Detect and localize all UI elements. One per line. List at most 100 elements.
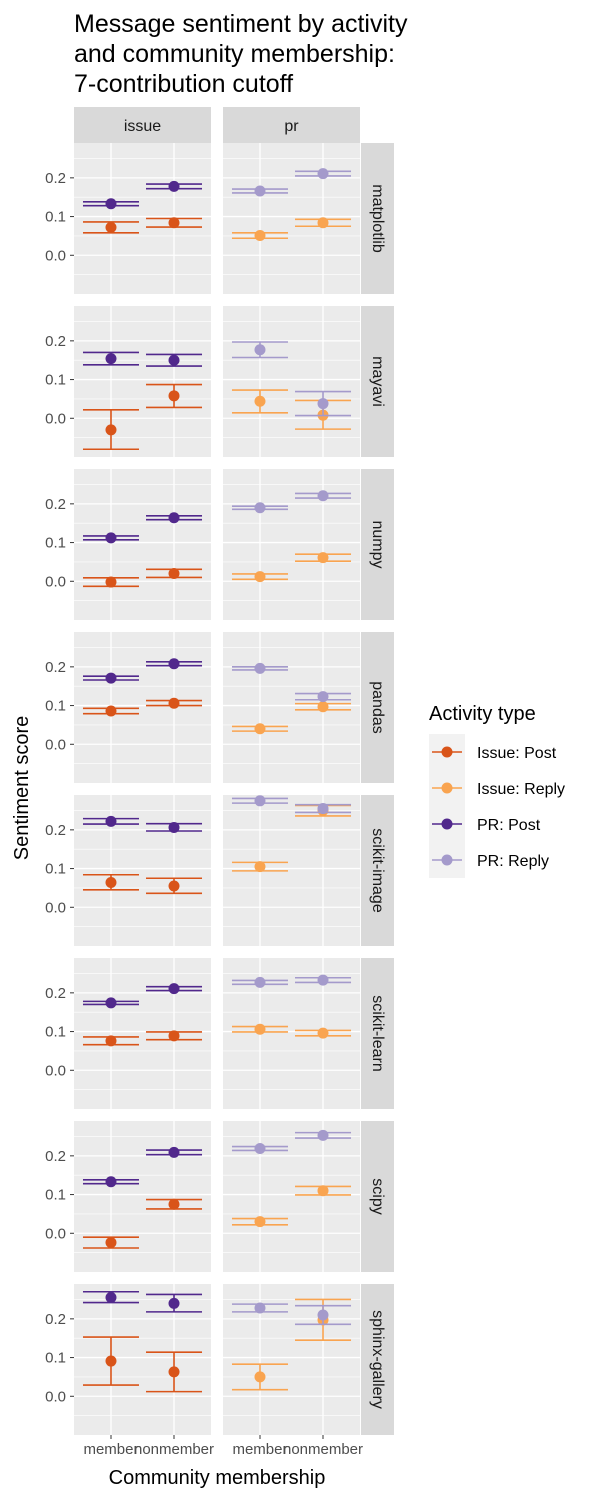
y-axis-title: Sentiment score bbox=[11, 716, 33, 861]
data-point-sphinx-gallery-nonmember bbox=[168, 1366, 180, 1378]
data-point-numpy-nonmember bbox=[317, 552, 329, 564]
row-strip-scikit-image bbox=[361, 795, 394, 946]
data-point-mayavi-member bbox=[254, 395, 266, 407]
column-strip-label-issue: issue bbox=[124, 118, 161, 135]
y-tick-label: 0.0 bbox=[45, 1225, 66, 1242]
data-point-scipy-member bbox=[105, 1176, 117, 1188]
chart-title-line-2: and community membership: bbox=[74, 40, 395, 68]
y-tick-label: 0.2 bbox=[45, 333, 66, 350]
row-strip-numpy bbox=[361, 469, 394, 620]
data-point-sphinx-gallery-member bbox=[105, 1292, 117, 1304]
data-point-sphinx-gallery-nonmember bbox=[317, 1309, 329, 1321]
column-strip-pr bbox=[223, 107, 360, 143]
data-point-mayavi-member bbox=[105, 424, 117, 436]
data-point-mayavi-nonmember bbox=[168, 354, 180, 366]
legend-label: PR: Post bbox=[477, 817, 541, 834]
data-point-mayavi-nonmember bbox=[317, 398, 329, 410]
data-point-scipy-nonmember bbox=[168, 1198, 180, 1210]
y-tick-label: 0.0 bbox=[45, 573, 66, 590]
y-tick-label: 0.2 bbox=[45, 985, 66, 1002]
data-point-pandas-nonmember bbox=[168, 697, 180, 709]
chart-title-line-3: 7-contribution cutoff bbox=[74, 70, 293, 98]
row-strip-matplotlib bbox=[361, 143, 394, 294]
y-tick-label: 0.0 bbox=[45, 736, 66, 753]
data-point-sphinx-gallery-member bbox=[105, 1355, 117, 1367]
y-tick-label: 0.1 bbox=[45, 1350, 66, 1367]
data-point-matplotlib-nonmember bbox=[168, 180, 180, 192]
y-tick-label: 0.0 bbox=[45, 899, 66, 916]
legend-key-point bbox=[441, 854, 453, 866]
y-tick-label: 0.1 bbox=[45, 698, 66, 715]
panel-bg-numpy-pr bbox=[223, 469, 360, 620]
panel-bg-numpy-issue bbox=[74, 469, 211, 620]
data-point-pandas-member bbox=[254, 723, 266, 735]
y-tick-label: 0.0 bbox=[45, 410, 66, 427]
legend-key-background bbox=[429, 734, 465, 878]
data-point-scipy-member bbox=[254, 1216, 266, 1228]
data-point-matplotlib-member bbox=[105, 221, 117, 233]
data-point-numpy-nonmember bbox=[168, 512, 180, 524]
row-strip-label-numpy: numpy bbox=[369, 520, 386, 568]
y-tick-label: 0.2 bbox=[45, 1311, 66, 1328]
data-point-scikit-image-nonmember bbox=[317, 803, 329, 815]
x-tick-label: nonmember bbox=[283, 1441, 363, 1458]
legend-key-point bbox=[441, 782, 453, 794]
y-tick-label: 0.1 bbox=[45, 372, 66, 389]
x-tick-label: member bbox=[83, 1441, 138, 1458]
data-point-scipy-nonmember bbox=[317, 1129, 329, 1141]
data-point-numpy-nonmember bbox=[317, 490, 329, 502]
data-point-scipy-member bbox=[254, 1142, 266, 1154]
data-point-numpy-member bbox=[105, 532, 117, 544]
row-strip-label-scikit-image: scikit-image bbox=[369, 828, 386, 913]
data-point-pandas-member bbox=[105, 672, 117, 684]
y-tick-label: 0.1 bbox=[45, 1024, 66, 1041]
row-strip-label-sphinx-gallery: sphinx-gallery bbox=[369, 1310, 386, 1409]
row-strip-scikit-learn bbox=[361, 958, 394, 1109]
data-point-matplotlib-member bbox=[105, 198, 117, 210]
data-point-sphinx-gallery-member bbox=[254, 1371, 266, 1383]
data-point-scikit-image-member bbox=[105, 877, 117, 889]
data-point-mayavi-nonmember bbox=[168, 390, 180, 402]
data-point-pandas-member bbox=[254, 662, 266, 674]
legend-key-point bbox=[441, 818, 453, 830]
panel-bg-mayavi-issue bbox=[74, 306, 211, 457]
data-point-scikit-learn-member bbox=[254, 1023, 266, 1035]
legend-key-point bbox=[441, 746, 453, 758]
row-strip-label-pandas: pandas bbox=[369, 681, 386, 734]
data-point-matplotlib-member bbox=[254, 185, 266, 197]
row-strip-label-mayavi: mayavi bbox=[369, 356, 386, 407]
panel-bg-scikit-learn-issue bbox=[74, 958, 211, 1109]
row-strip-label-scikit-learn: scikit-learn bbox=[369, 995, 386, 1071]
data-point-scikit-image-member bbox=[254, 861, 266, 873]
data-point-numpy-nonmember bbox=[168, 568, 180, 580]
panel-bg-scipy-pr bbox=[223, 1121, 360, 1272]
data-point-scikit-image-member bbox=[105, 815, 117, 827]
data-point-scipy-nonmember bbox=[317, 1185, 329, 1197]
data-point-scikit-learn-nonmember bbox=[168, 1030, 180, 1042]
data-point-mayavi-member bbox=[105, 353, 117, 365]
y-tick-label: 0.2 bbox=[45, 170, 66, 187]
panel-bg-mayavi-pr bbox=[223, 306, 360, 457]
data-point-scipy-nonmember bbox=[168, 1146, 180, 1158]
facet-grid: issue pr 0.0 0.1 0.2 matplotlib 0.0 0.1 0.2 mayav… bbox=[45, 107, 394, 1458]
data-point-scikit-learn-member bbox=[105, 1035, 117, 1047]
data-point-scikit-learn-nonmember bbox=[317, 974, 329, 986]
data-point-mayavi-member bbox=[254, 344, 266, 356]
data-point-scikit-learn-nonmember bbox=[317, 1027, 329, 1039]
column-strip-label-pr: pr bbox=[284, 118, 299, 135]
panel-bg-pandas-pr bbox=[223, 632, 360, 783]
legend-label: Issue: Post bbox=[477, 745, 557, 762]
data-point-scikit-image-nonmember bbox=[168, 880, 180, 892]
data-point-matplotlib-nonmember bbox=[168, 217, 180, 229]
y-tick-label: 0.2 bbox=[45, 822, 66, 839]
legend-title: Activity type bbox=[429, 703, 536, 725]
data-point-sphinx-gallery-nonmember bbox=[168, 1297, 180, 1309]
y-tick-label: 0.1 bbox=[45, 209, 66, 226]
column-strip-issue bbox=[74, 107, 211, 143]
data-point-pandas-nonmember bbox=[317, 701, 329, 713]
data-point-scikit-learn-nonmember bbox=[168, 983, 180, 995]
y-tick-label: 0.2 bbox=[45, 496, 66, 513]
data-point-scikit-image-member bbox=[254, 795, 266, 807]
y-tick-label: 0.0 bbox=[45, 1062, 66, 1079]
